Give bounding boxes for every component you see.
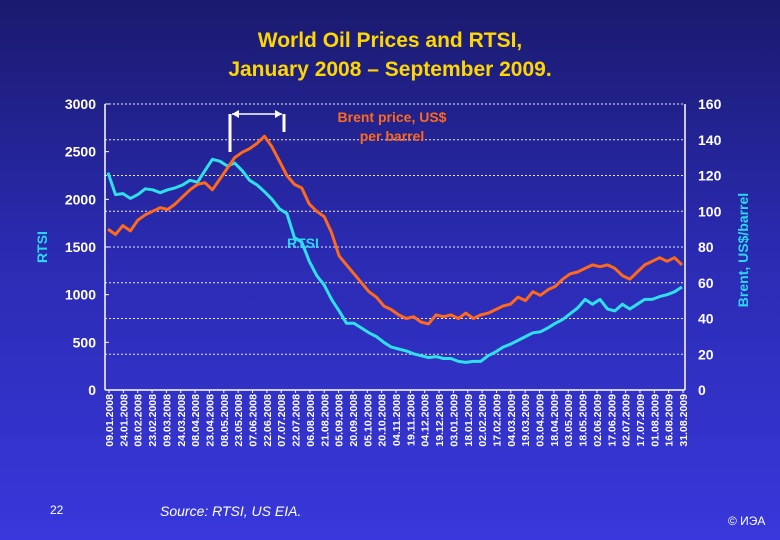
x-tick-label: 22.07.2008: [291, 394, 303, 447]
chart-title: World Oil Prices and RTSI, January 2008 …: [0, 26, 780, 84]
x-tick-label: 07.06.2008: [248, 394, 260, 447]
right-tick-label: 80: [698, 239, 714, 255]
left-tick-label: 3000: [65, 96, 96, 112]
left-tick-label: 1000: [65, 287, 96, 303]
x-tick-label: 17.06.2009: [606, 394, 618, 447]
x-tick-label: 23.02.2008: [147, 394, 159, 447]
x-tick-label: 19.11.2008: [405, 394, 417, 446]
peak-arrow-head-left: [232, 110, 239, 118]
rtsi-series-line: [106, 157, 683, 364]
right-tick-label: 0: [698, 382, 706, 398]
x-tick-label: 09.03.2008: [161, 394, 173, 447]
x-tick-label: 19.03.2009: [520, 394, 532, 447]
copyright: © ИЭА: [728, 514, 766, 528]
x-tick-label: 22.06.2008: [262, 394, 274, 447]
right-tick-label: 120: [698, 168, 722, 184]
x-tick-label: 24.03.2008: [176, 394, 188, 447]
right-tick-label: 140: [698, 132, 722, 148]
x-tick-label: 03.01.2009: [448, 394, 460, 447]
right-tick-label: 20: [698, 346, 714, 362]
x-tick-label: 06.08.2008: [305, 394, 317, 447]
x-tick-label: 20.10.2008: [377, 394, 389, 447]
x-tick-label: 24.01.2008: [118, 394, 130, 447]
x-tick-label: 01.08.2009: [649, 394, 661, 447]
x-tick-label: 31.08.2009: [678, 394, 690, 447]
x-tick-label: 04.12.2008: [420, 394, 432, 447]
x-tick-label: 04.11.2008: [391, 394, 403, 446]
title-line-2: January 2008 – September 2009.: [228, 58, 552, 81]
left-axis-title: RTSI: [34, 231, 50, 263]
slide-number: 22: [50, 503, 64, 517]
right-axis-title: Brent, US$/barrel: [735, 193, 751, 307]
right-tick-label: 40: [698, 311, 714, 327]
x-tick-label: 05.09.2008: [334, 394, 346, 447]
x-tick-label: 08.02.2008: [133, 394, 145, 447]
x-tick-label: 05.10.2008: [362, 394, 374, 447]
x-tick-label: 02.02.2009: [477, 394, 489, 447]
peak-arrow-head-right: [275, 110, 282, 118]
x-tick-label: 23.04.2008: [204, 394, 216, 447]
left-tick-label: 0: [88, 382, 96, 398]
x-tick-label: 08.04.2008: [190, 394, 202, 447]
x-tick-label: 18.01.2009: [463, 394, 475, 447]
x-tick-label: 16.08.2009: [664, 394, 676, 447]
x-tick-label: 07.07.2008: [276, 394, 288, 447]
x-tick-label: 19.12.2008: [434, 394, 446, 447]
x-tick-label: 17.07.2009: [635, 394, 647, 447]
left-tick-label: 2000: [65, 191, 96, 207]
x-tick-label: 02.07.2009: [621, 394, 633, 447]
brent-series-line: [107, 134, 684, 326]
x-tick-label: 18.04.2009: [549, 394, 561, 447]
x-tick-label: 08.05.2008: [219, 394, 231, 447]
title-line-1: World Oil Prices and RTSI,: [257, 29, 523, 52]
brent-annotation-line1: Brent price, US$: [338, 109, 447, 125]
left-tick-label: 1500: [65, 239, 96, 255]
brent-annotation-line2: per barrel: [360, 128, 425, 144]
x-tick-label: 04.03.2009: [506, 394, 518, 447]
right-tick-label: 60: [698, 275, 714, 291]
x-tick-label: 09.01.2008: [104, 394, 116, 447]
x-tick-label: 18.05.2009: [578, 394, 590, 447]
left-tick-label: 500: [73, 334, 97, 350]
source-note: Source: RTSI, US EIA.: [160, 503, 302, 519]
right-tick-label: 160: [698, 96, 722, 112]
right-tick-label: 100: [698, 203, 722, 219]
x-tick-label: 21.08.2008: [319, 394, 331, 447]
x-tick-label: 03.04.2009: [535, 394, 547, 447]
x-tick-label: 17.02.2009: [491, 394, 503, 447]
rtsi-annotation: RTSI: [287, 235, 319, 251]
left-tick-label: 2500: [65, 144, 96, 160]
x-tick-label: 03.05.2009: [563, 394, 575, 447]
x-tick-label: 23.05.2008: [233, 394, 245, 447]
x-tick-label: 20.09.2008: [348, 394, 360, 447]
x-tick-label: 02.06.2009: [592, 394, 604, 447]
